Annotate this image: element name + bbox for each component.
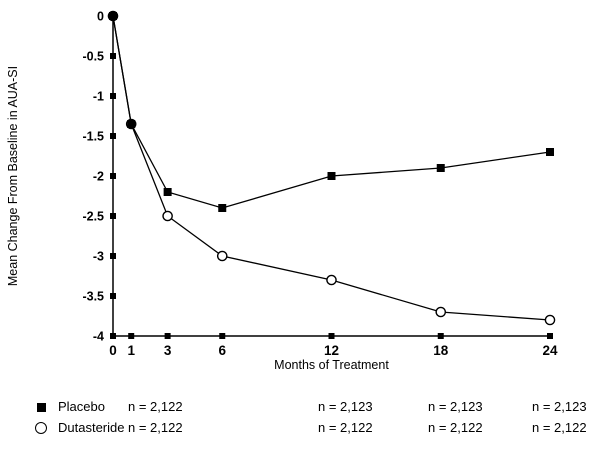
x-tick-label: 6 <box>218 343 226 358</box>
y-tick-label: 0 <box>97 10 104 24</box>
marker-dutasteride <box>435 306 447 318</box>
n-count: n = 2,122 <box>428 420 483 435</box>
series-line-dutasteride <box>112 15 551 321</box>
y-tick-label: -4 <box>93 330 104 344</box>
x-tick-label: 3 <box>164 343 172 358</box>
legend: Placebo n = 2,122 n = 2,123 n = 2,123 n … <box>0 398 615 440</box>
filled-square-icon <box>37 403 46 412</box>
y-tick-label: -3.5 <box>82 290 104 304</box>
chart-canvas: 0-0.5-1-1.5-2-2.5-3-3.5-40 1 3 6 12 18 24 <box>82 10 558 359</box>
n-count: n = 2,122 <box>532 420 587 435</box>
n-count: n = 2,122 <box>128 420 183 435</box>
x-tick-mark <box>128 333 135 339</box>
marker-placebo <box>218 204 227 212</box>
x-tick-label: 18 <box>433 343 449 358</box>
y-tick-label: -1.5 <box>82 130 104 144</box>
open-circle-icon <box>35 422 47 434</box>
marker-dutasteride <box>544 314 556 326</box>
y-tick-mark <box>110 213 116 219</box>
y-tick-mark <box>110 133 116 139</box>
marker-placebo <box>109 12 117 20</box>
n-count: n = 2,123 <box>532 399 587 414</box>
y-tick-label: -3 <box>93 250 104 264</box>
y-tick-label: -2 <box>93 170 104 184</box>
x-tick-label: 1 <box>127 343 135 358</box>
n-count: n = 2,123 <box>428 399 483 414</box>
y-tick-mark <box>110 93 116 99</box>
marker-placebo <box>127 120 136 128</box>
x-tick-mark <box>110 333 116 339</box>
y-tick-mark <box>110 293 116 299</box>
x-tick-label: 0 <box>109 343 117 358</box>
marker-placebo <box>436 164 445 172</box>
marker-placebo <box>546 148 554 156</box>
n-count: n = 2,123 <box>318 399 373 414</box>
legend-row-dutasteride: Dutasteride n = 2,122 n = 2,122 n = 2,12… <box>0 419 615 440</box>
legend-row-placebo: Placebo n = 2,122 n = 2,123 n = 2,123 n … <box>0 398 615 419</box>
y-tick-mark <box>110 53 116 59</box>
y-tick-mark <box>110 173 116 179</box>
n-count: n = 2,122 <box>128 399 183 414</box>
x-axis-title: Months of Treatment <box>274 358 389 372</box>
x-tick-label: 12 <box>324 343 339 358</box>
marker-placebo <box>327 172 336 180</box>
y-tick-mark <box>110 253 116 259</box>
n-count: n = 2,122 <box>318 420 373 435</box>
legend-label: Placebo <box>58 399 105 414</box>
y-axis-title: Mean Change From Baseline in AUA-SI <box>6 65 20 287</box>
x-tick-mark <box>547 333 553 339</box>
x-tick-label: 24 <box>542 343 558 358</box>
x-tick-mark <box>437 333 444 339</box>
marker-dutasteride <box>216 250 228 262</box>
marker-dutasteride <box>326 274 337 286</box>
x-tick-mark <box>164 333 171 339</box>
marker-dutasteride <box>162 210 173 222</box>
y-tick-label: -0.5 <box>82 50 104 64</box>
x-tick-mark <box>328 333 335 339</box>
legend-label: Dutasteride <box>58 420 125 435</box>
y-tick-label: -1 <box>93 90 104 104</box>
x-tick-mark <box>219 333 226 339</box>
marker-placebo <box>163 188 172 196</box>
y-tick-label: -2.5 <box>82 210 104 224</box>
